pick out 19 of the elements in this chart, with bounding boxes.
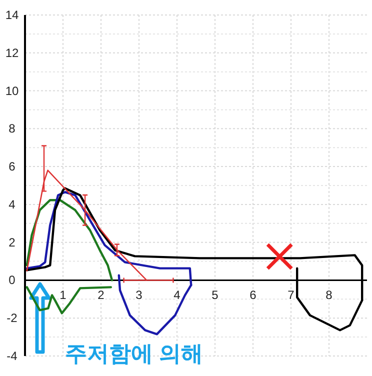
- x-tick-label: 8: [326, 288, 333, 302]
- y-tick-label: -4: [6, 349, 18, 363]
- y-tick-label: 10: [5, 84, 19, 98]
- x-tick-label: 3: [136, 288, 143, 302]
- x-tick-label: 2: [98, 288, 105, 302]
- x-tick-label: 6: [250, 288, 257, 302]
- y-tick-label: 14: [5, 8, 19, 22]
- y-tick-label: -2: [6, 311, 18, 326]
- y-tick-label: 12: [5, 46, 19, 60]
- y-tick-label: 2: [8, 235, 16, 250]
- x-tick-label: 1: [60, 288, 67, 302]
- x-tick-label: 4: [174, 288, 181, 302]
- y-tick-label: 6: [8, 160, 16, 174]
- annotation: 주저함에 의해: [65, 341, 204, 366]
- y-tick-label: 4: [8, 197, 16, 212]
- x-tick-label: 7: [288, 288, 295, 302]
- x-tick-label: 5: [212, 288, 219, 302]
- y-tick-label: 0: [8, 273, 16, 288]
- y-tick-label: 8: [8, 122, 16, 136]
